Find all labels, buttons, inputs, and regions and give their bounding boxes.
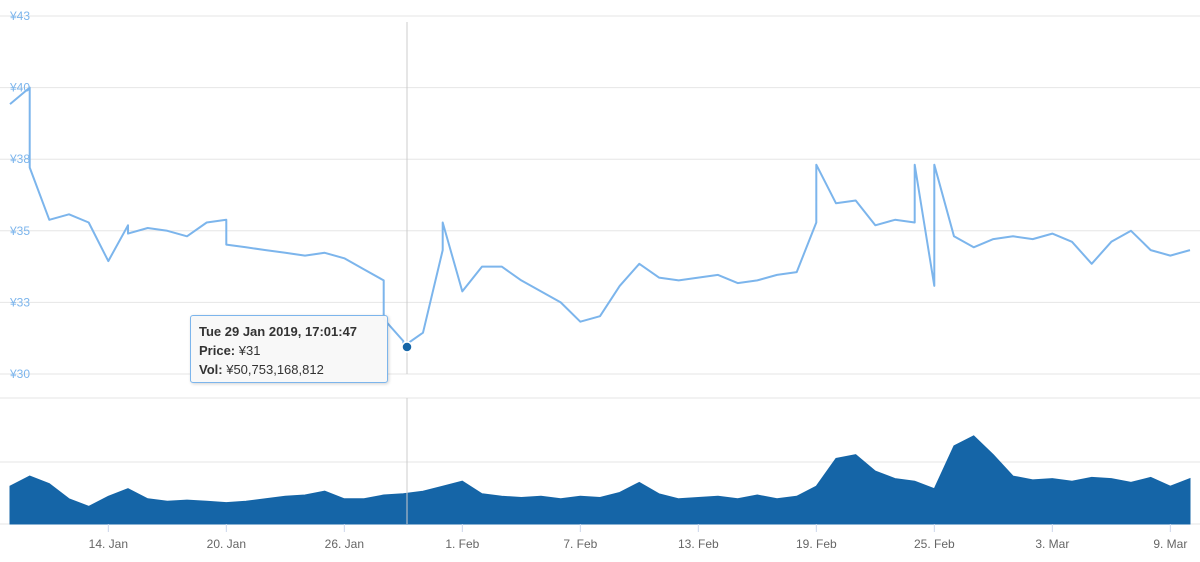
price-line xyxy=(9,86,1191,348)
x-tick-label: 7. Feb xyxy=(563,537,597,551)
x-tick-label: 14. Jan xyxy=(89,537,128,551)
price-gridlines xyxy=(0,15,1200,375)
tooltip-price-value: ¥31 xyxy=(238,343,261,358)
date-axis-labels: 14. Jan 20. Jan 26. Jan 1. Feb 7. Feb 13. Feb… xyxy=(89,524,1187,551)
volume-area xyxy=(9,435,1191,525)
x-tick-label: 3. Mar xyxy=(1035,537,1069,551)
y-tick-label: ¥40 xyxy=(9,81,30,95)
tooltip-price-label: Price: xyxy=(199,343,236,358)
x-tick-label: 1. Feb xyxy=(445,537,479,551)
tooltip-title: Tue 29 Jan 2019, 17:01:47 xyxy=(199,324,358,339)
x-tick-label: 26. Jan xyxy=(325,537,364,551)
price-line-series xyxy=(9,86,1191,348)
tooltip-vol-label: Vol: xyxy=(199,362,223,377)
tooltip-vol-row: Vol: ¥50,753,168,812 xyxy=(199,360,379,379)
x-tick-label: 20. Jan xyxy=(207,537,246,551)
x-tick-label: 9. Mar xyxy=(1153,537,1187,551)
x-tick-label: 25. Feb xyxy=(914,537,955,551)
volume-area-series xyxy=(9,435,1191,525)
price-axis-labels: ¥30 ¥33 ¥35 ¥38 ¥40 ¥43 xyxy=(9,9,30,381)
x-tick-label: 19. Feb xyxy=(796,537,837,551)
y-tick-label: ¥38 xyxy=(9,152,30,166)
tooltip-vol-value: ¥50,753,168,812 xyxy=(226,362,324,377)
price-tooltip: Tue 29 Jan 2019, 17:01:47 Price: ¥31 Vol… xyxy=(190,315,388,383)
y-tick-label: ¥33 xyxy=(9,295,30,309)
y-tick-label: ¥35 xyxy=(9,224,30,238)
y-tick-label: ¥30 xyxy=(9,367,30,381)
y-tick-label: ¥43 xyxy=(9,9,30,23)
hover-marker xyxy=(401,341,413,353)
hover-point xyxy=(401,341,413,353)
tooltip-price-row: Price: ¥31 xyxy=(199,341,379,360)
x-tick-label: 13. Feb xyxy=(678,537,719,551)
